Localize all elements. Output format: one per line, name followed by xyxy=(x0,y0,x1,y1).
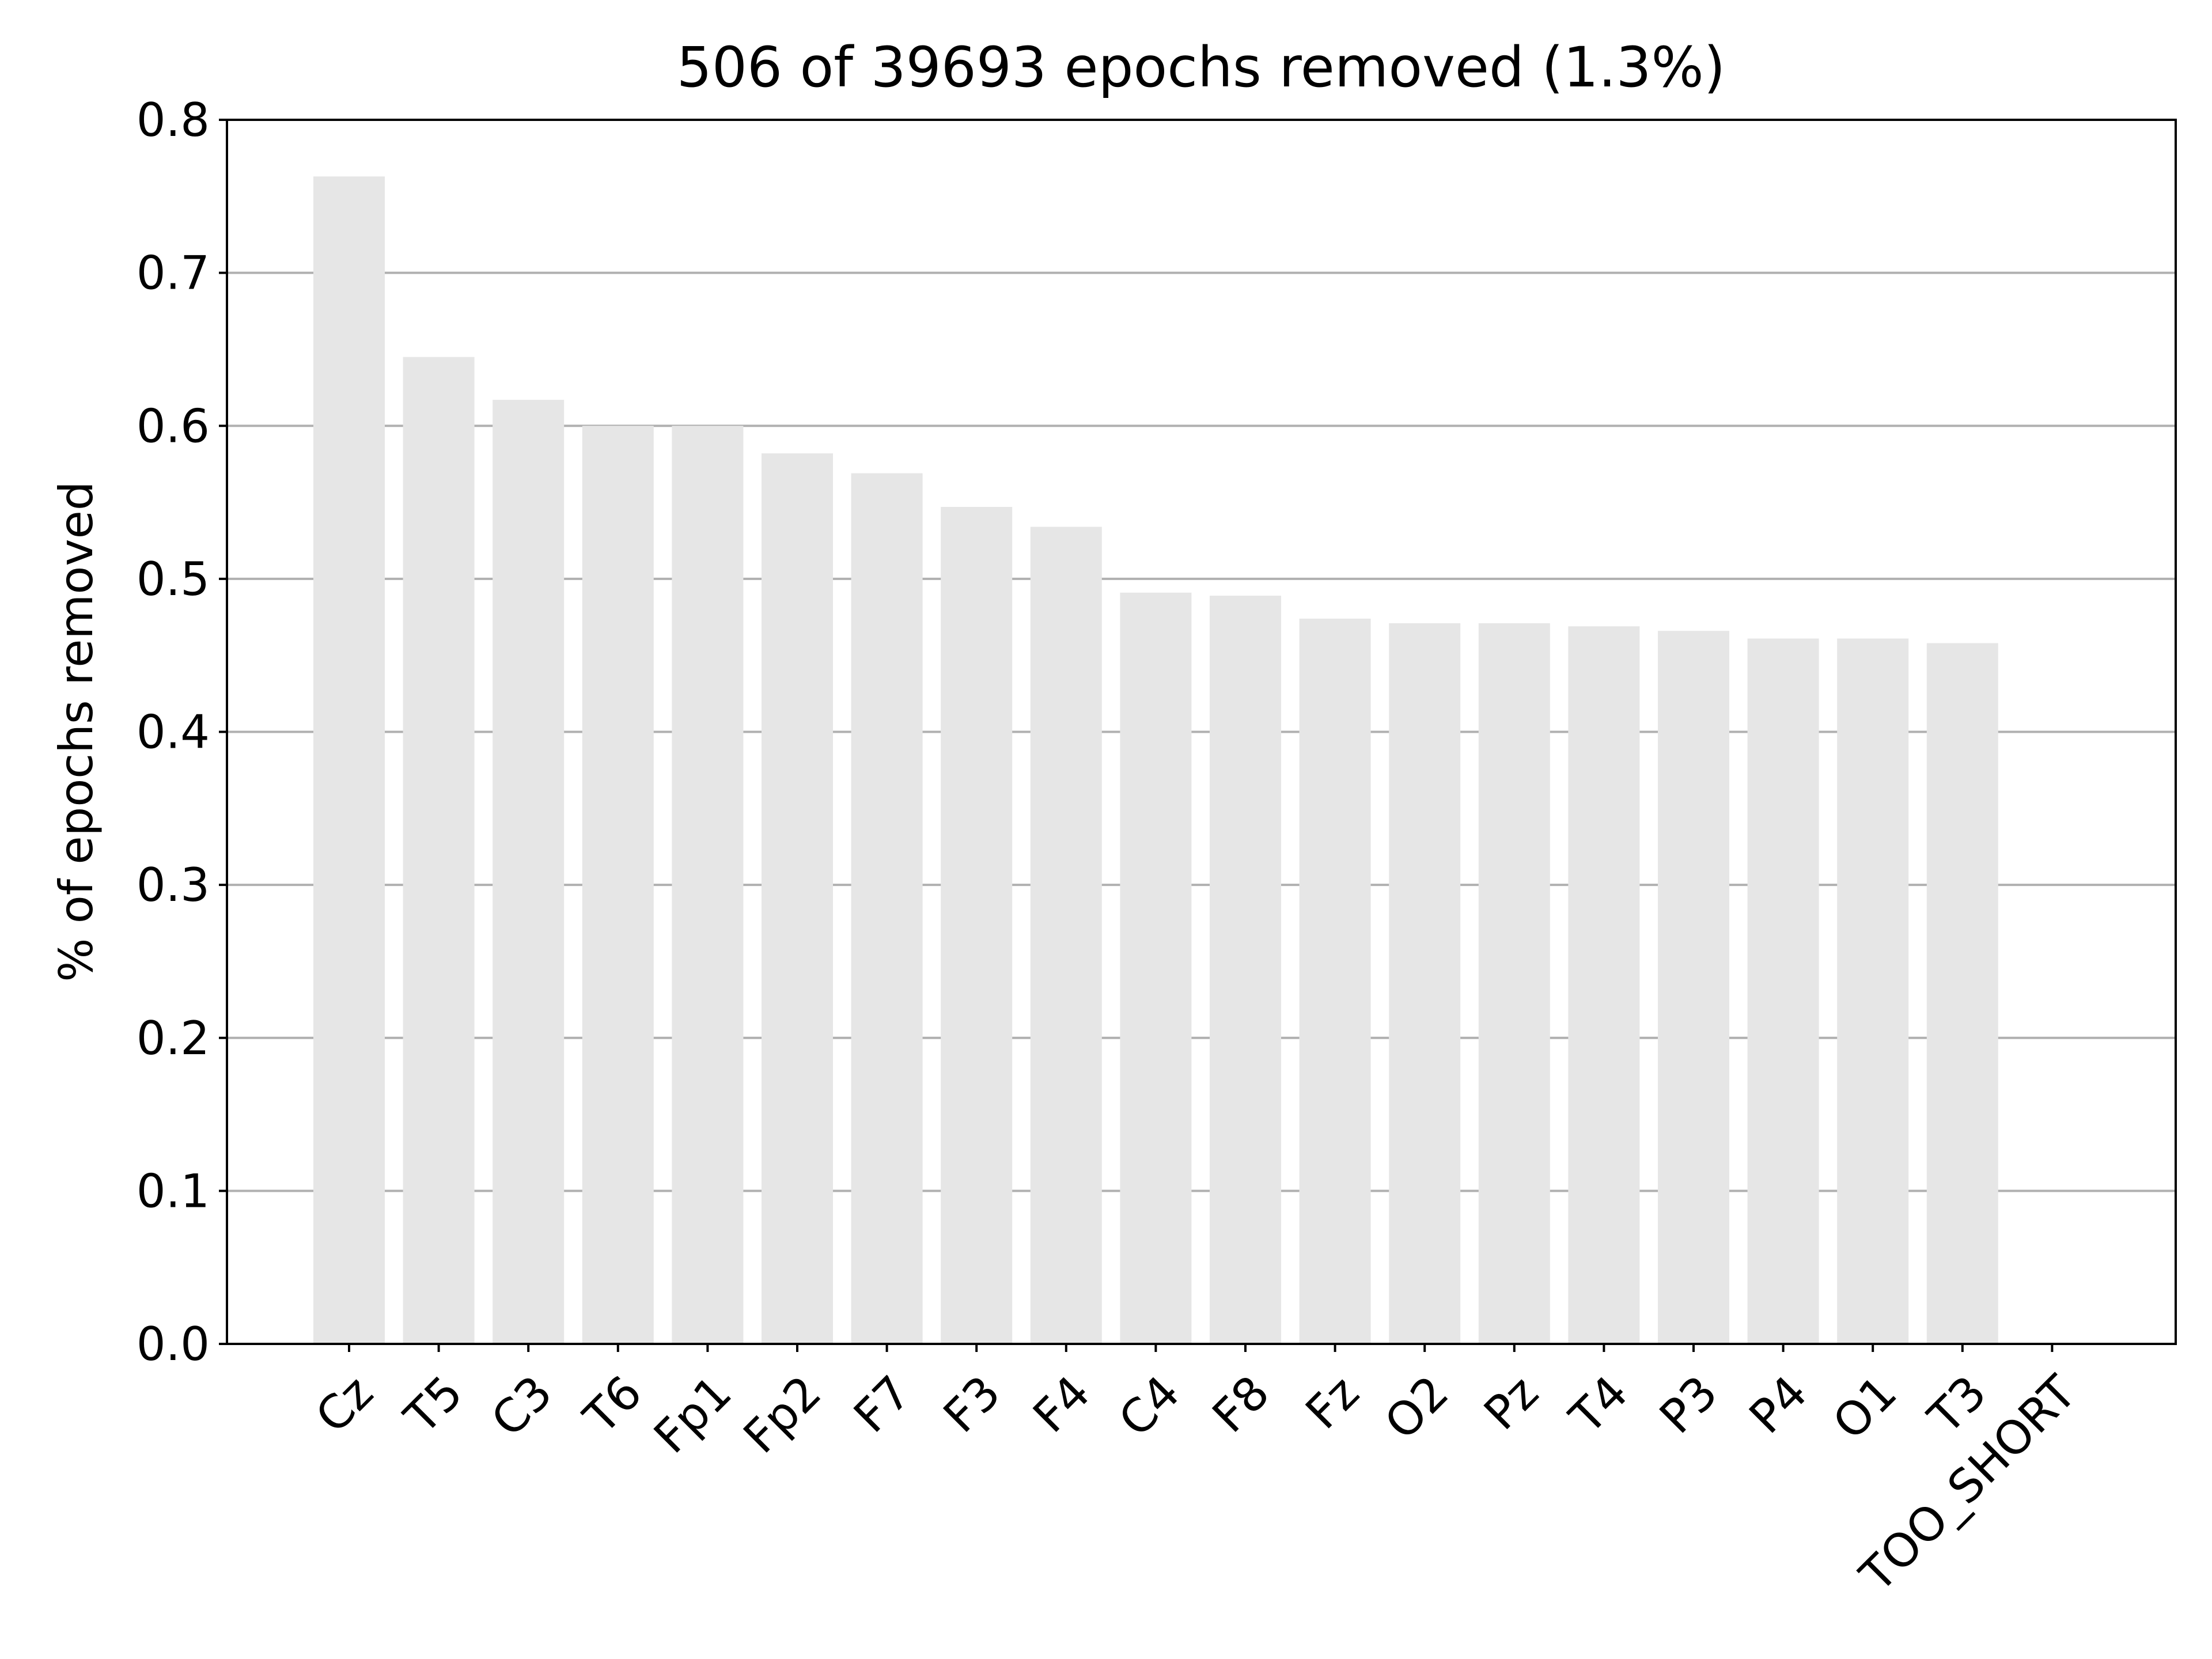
y-tick-label: 0.4 xyxy=(137,706,210,759)
chart-title: 506 of 39693 epochs removed (1.3%) xyxy=(677,35,1725,100)
x-tick-label: T5 xyxy=(394,1366,473,1445)
bar-p4 xyxy=(1747,638,1819,1344)
bar-f8 xyxy=(1210,596,1281,1344)
x-tick-label: T4 xyxy=(1559,1366,1638,1445)
bar-fp2 xyxy=(762,453,833,1344)
bar-f3 xyxy=(941,507,1013,1344)
x-tick-label: F3 xyxy=(933,1366,1010,1443)
x-tick-label: F7 xyxy=(844,1366,921,1443)
x-tick-label: Fp2 xyxy=(733,1366,831,1464)
y-tick-label: 0.5 xyxy=(137,552,210,606)
x-tick-label: Fz xyxy=(1296,1366,1369,1440)
bar-fp1 xyxy=(672,426,744,1344)
bar-fz xyxy=(1299,618,1371,1344)
y-tick-label: 0.7 xyxy=(137,247,210,300)
bar-o1 xyxy=(1837,638,1909,1344)
x-tick-label: F4 xyxy=(1023,1366,1100,1443)
y-axis-label: % of epochs removed xyxy=(50,481,103,982)
bar-f7 xyxy=(851,473,923,1344)
x-tick-label: F8 xyxy=(1202,1366,1279,1443)
x-tick-label: Pz xyxy=(1474,1366,1549,1441)
x-tick-label: P3 xyxy=(1649,1366,1728,1444)
y-tick-label: 0.3 xyxy=(137,858,210,912)
x-tick-label: C4 xyxy=(1108,1366,1190,1447)
bar-pz xyxy=(1478,623,1550,1344)
y-tick-label: 0.1 xyxy=(137,1164,210,1218)
x-tick-label: O2 xyxy=(1374,1366,1459,1450)
x-tick-label: O1 xyxy=(1823,1366,1907,1450)
bars xyxy=(313,176,1998,1344)
bar-cz xyxy=(313,176,385,1344)
y-tick-label: 0.8 xyxy=(137,93,210,147)
y-tick-label: 0.6 xyxy=(137,399,210,453)
x-tick-label: T6 xyxy=(573,1366,652,1445)
x-tick-label: P4 xyxy=(1739,1366,1817,1444)
bar-p3 xyxy=(1658,631,1729,1344)
bar-o2 xyxy=(1389,623,1461,1344)
y-tick-label: 0.2 xyxy=(137,1012,210,1065)
x-tick-label: Cz xyxy=(305,1366,383,1444)
bar-t6 xyxy=(582,426,654,1344)
bar-t3 xyxy=(1926,643,1998,1344)
bar-c4 xyxy=(1120,592,1192,1344)
bar-t4 xyxy=(1568,626,1640,1344)
bar-f4 xyxy=(1030,527,1102,1344)
x-tick-label: Fp1 xyxy=(643,1366,741,1464)
bar-c3 xyxy=(493,400,565,1344)
bar-t5 xyxy=(403,357,475,1344)
y-tick-label: 0.0 xyxy=(137,1317,210,1371)
x-tick-label: C3 xyxy=(481,1366,562,1447)
y-axis-ticks: 0.0 0.1 0.2 0.3 0.4 0.5 0.6 0.7 0.8 xyxy=(137,93,227,1371)
